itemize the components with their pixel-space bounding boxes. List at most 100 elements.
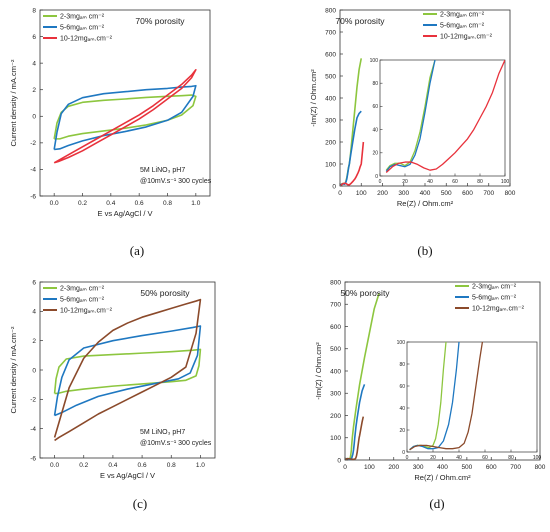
y-tick-label: 0 <box>337 457 341 464</box>
x-axis-label: Re(Z) / Ohm.cm² <box>414 473 471 482</box>
porosity-annotation: 50% porosity <box>340 288 390 298</box>
chart-panel-d: 0 100 200 300 400 500 600 700 800010020030040050… <box>314 279 546 511</box>
x-tick-label: 0.4 <box>108 462 117 469</box>
y-tick-label: 100 <box>325 161 336 168</box>
y-tick-label: 700 <box>325 29 336 36</box>
legend-entry-1: 5-6mgₐₘ cm⁻² <box>440 23 485 30</box>
y-tick-label: 0 <box>32 367 36 374</box>
x-tick-label: 400 <box>420 190 431 197</box>
inset-series-group <box>385 60 505 173</box>
y-tick-label: 800 <box>325 7 336 14</box>
chart-panel-c: 0.0 0.2 0.4 0.6 0.8 1.0 -6 -4 -2 0 2 4 6 E vs Ag/AgCl… <box>9 279 216 511</box>
x-tick-label: 1.0 <box>196 462 205 469</box>
x-tick-label: 0.8 <box>167 462 176 469</box>
series-line-2 <box>53 68 197 164</box>
inset-x-tick-label: 100 <box>501 179 510 185</box>
y-axis-label: Current density / mA.cm⁻² <box>9 326 18 413</box>
inset-y-tick-label: 80 <box>372 81 378 87</box>
inset-y-tick-label: 60 <box>399 384 405 390</box>
y-axis-label: -Im(Z) / Ohm.cm² <box>309 69 318 127</box>
x-tick-label: 400 <box>437 464 448 471</box>
y-tick-label: -4 <box>30 426 36 433</box>
x-tick-label: 500 <box>461 464 472 471</box>
inset-frame <box>406 341 538 453</box>
y-tick-label: 0 <box>332 183 336 190</box>
inset-series-line-2 <box>409 342 484 451</box>
inset-frame <box>379 59 506 177</box>
y-tick-label: 200 <box>325 139 336 146</box>
inset-y-tick-label: 20 <box>399 428 405 434</box>
conditions-text: @10mV.s⁻¹ 300 cycles <box>140 440 212 447</box>
y-tick-label: 0 <box>32 114 36 121</box>
legend-entry-0: 2-3mgₐₘ cm⁻² <box>472 284 517 291</box>
x-tick-label: 300 <box>398 190 409 197</box>
y-tick-label: 4 <box>32 60 36 67</box>
conditions-text: 5M LiNO₃ pH7 <box>140 429 185 436</box>
y-tick-label: 500 <box>330 346 341 353</box>
y-tick-label: 6 <box>32 279 36 286</box>
x-tick-label: 100 <box>364 464 375 471</box>
series-line-1 <box>53 84 197 151</box>
y-tick-label: 700 <box>330 302 341 309</box>
y-tick-label: 300 <box>330 391 341 398</box>
x-tick-label: 0.8 <box>163 200 172 207</box>
x-tick-label: 600 <box>462 190 473 197</box>
x-tick-label: 500 <box>441 190 452 197</box>
series-line-2 <box>340 141 365 186</box>
plot-frame <box>39 9 211 197</box>
inset-y-tick-label: 20 <box>372 151 378 157</box>
x-tick-label: 200 <box>377 190 388 197</box>
inset-y-tick-label: 100 <box>397 340 406 346</box>
y-tick-label: 2 <box>32 338 36 345</box>
x-tick-label: 0 <box>343 464 347 471</box>
x-tick-label: 600 <box>486 464 497 471</box>
x-tick-label: 0.2 <box>79 462 88 469</box>
x-tick-label: 300 <box>413 464 424 471</box>
legend-entry-1: 5-6mgₐₘ cm⁻² <box>472 295 517 302</box>
x-tick-label: 700 <box>510 464 521 471</box>
y-tick-label: -6 <box>30 455 36 462</box>
chart-panel-a: 0.0 0.2 0.4 0.6 0.8 1.0 -6 -4 -2 0 2 4 6 8 E vs Ag/AgC… <box>9 7 212 258</box>
inset-x-tick-label: 80 <box>477 179 483 185</box>
y-tick-label: 200 <box>330 413 341 420</box>
inset-x-tick-label: 0 <box>406 455 409 461</box>
legend-entry-0: 2-3mgₐₘ cm⁻² <box>60 286 105 293</box>
legend-entry-1: 5-6mgₐₘ cm⁻² <box>60 297 105 304</box>
legend-entry-0: 2-3mgₐₘ cm⁻² <box>440 12 485 19</box>
x-tick-label: 0.2 <box>78 200 87 207</box>
porosity-annotation: 70% porosity <box>135 16 185 26</box>
x-tick-label: 800 <box>505 190 516 197</box>
x-tick-label: 700 <box>483 190 494 197</box>
inset-y-tick-label: 0 <box>402 450 405 456</box>
x-tick-label: 0 <box>338 190 342 197</box>
y-axis-label: Current density / mA.cm⁻² <box>9 59 18 146</box>
chart-panel-b: 0 100 200 300 400 500 600 700 800010020030040050… <box>309 7 516 258</box>
x-tick-label: 0.4 <box>106 200 115 207</box>
x-tick-label: 1.0 <box>191 200 200 207</box>
inset-x-tick-label: 20 <box>430 455 436 461</box>
y-tick-label: 800 <box>330 279 341 286</box>
inset-series-group <box>409 342 484 451</box>
panel-caption: (b) <box>417 243 432 258</box>
series-line-2 <box>345 416 365 461</box>
x-tick-label: 0.6 <box>138 462 147 469</box>
legend-entry-2: 10-12mgₐₘ.cm⁻² <box>472 306 525 313</box>
y-tick-label: -6 <box>30 193 36 200</box>
inset-series-line-1 <box>385 60 436 172</box>
inset-x-tick-label: 20 <box>402 179 408 185</box>
y-tick-label: -4 <box>30 167 36 174</box>
y-tick-label: 300 <box>325 117 336 124</box>
y-tick-label: 100 <box>330 435 341 442</box>
y-tick-label: 600 <box>325 51 336 58</box>
conditions-text: @10mV.s⁻¹ 300 cycles <box>140 178 212 185</box>
y-tick-label: 4 <box>32 309 36 316</box>
conditions-text: 5M LiNO₃ pH7 <box>140 167 185 174</box>
inset-x-tick-label: 60 <box>482 455 488 461</box>
y-tick-label: 500 <box>325 73 336 80</box>
inset-x-tick-label: 40 <box>456 455 462 461</box>
y-tick-label: 6 <box>32 34 36 41</box>
panel-caption: (d) <box>429 496 444 511</box>
legend-entry-2: 10-12mgₐₘ.cm⁻² <box>60 308 113 315</box>
legend-entry-1: 5-6mgₐₘ cm⁻² <box>60 25 105 32</box>
